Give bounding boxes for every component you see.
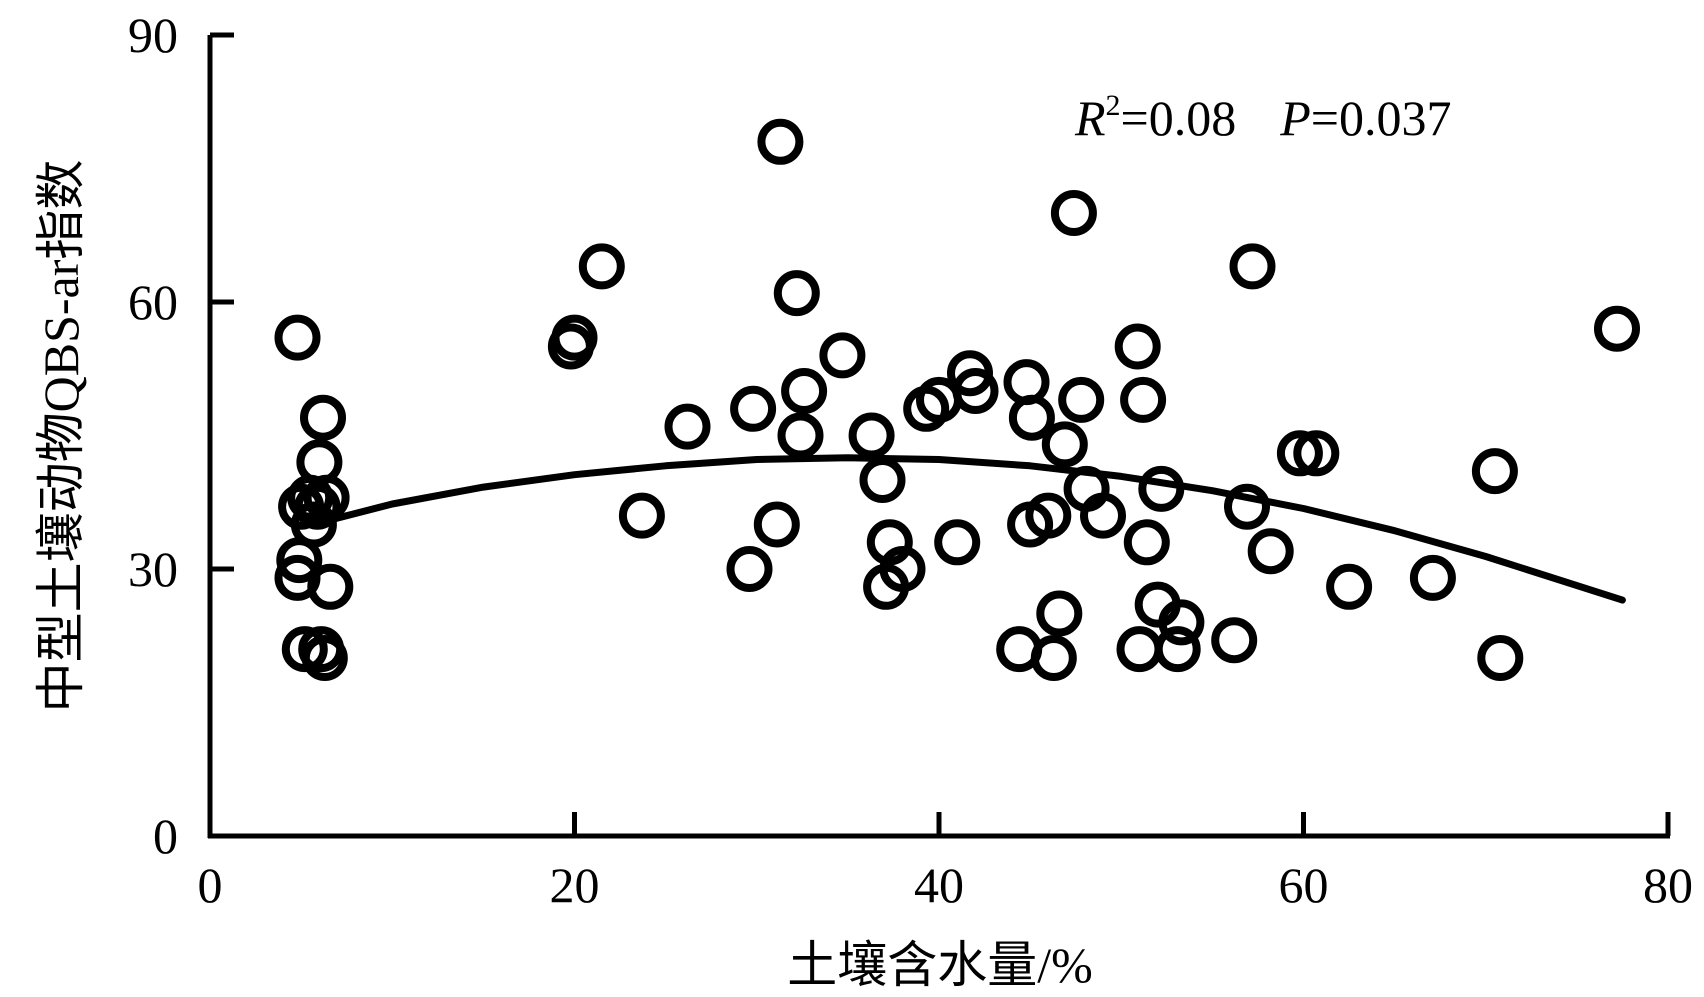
data-point: [1120, 376, 1167, 423]
p-symbol: P: [1279, 90, 1311, 146]
stats-annotation: R2=0.08 P=0.037: [1074, 89, 1452, 146]
data-point: [1114, 323, 1161, 370]
data-point: [1594, 305, 1640, 352]
x-ticks: 0 20 40 60 80: [198, 812, 1693, 913]
p-value: =0.037: [1311, 90, 1452, 146]
data-point: [1409, 554, 1456, 601]
r2-superscript: 2: [1106, 89, 1121, 122]
data-point: [1154, 626, 1201, 673]
x-axis-title: 土壤含水量/%: [787, 937, 1093, 993]
data-point: [879, 546, 926, 592]
x-tick-label: 20: [550, 857, 600, 913]
y-tick-label: 30: [128, 541, 178, 597]
data-point: [578, 243, 625, 290]
data-point: [866, 519, 913, 566]
data-point: [777, 412, 824, 459]
data-point: [934, 519, 981, 566]
data-point: [757, 118, 804, 165]
data-point: [1116, 626, 1163, 673]
data-point: [551, 314, 598, 361]
y-ticks: 0 30 60 90: [128, 7, 234, 864]
data-point: [307, 563, 354, 610]
data-point: [773, 270, 820, 317]
data-point: [819, 332, 866, 379]
x-tick-label: 0: [198, 857, 223, 913]
r2-symbol: R: [1074, 90, 1106, 146]
data-point: [1008, 394, 1055, 441]
data-points: [274, 118, 1640, 681]
data-point: [1293, 430, 1340, 477]
data-point: [1036, 590, 1083, 637]
data-point: [1247, 528, 1294, 575]
data-point: [1025, 492, 1072, 539]
data-point: [618, 492, 665, 539]
plot-area: 0 30 60 90 0 20 40 60 80: [128, 7, 1693, 913]
y-axis-title: 中型土壤动物QBS-ar指数: [33, 160, 89, 713]
data-point: [1041, 421, 1088, 468]
data-point: [1080, 492, 1126, 539]
data-point: [290, 501, 337, 548]
x-tick-label: 60: [1279, 857, 1329, 913]
data-point: [303, 474, 350, 521]
data-point: [296, 439, 343, 486]
y-tick-label: 0: [153, 808, 178, 864]
y-tick-label: 90: [128, 7, 178, 63]
data-point: [1123, 519, 1170, 566]
data-point: [274, 314, 321, 361]
data-point: [298, 626, 345, 673]
fit-curve: [315, 454, 1626, 604]
x-tick-label: 40: [914, 857, 964, 913]
data-point: [1030, 635, 1077, 681]
data-point: [859, 457, 906, 503]
data-point: [753, 501, 800, 548]
data-point: [1050, 190, 1097, 236]
data-point: [294, 483, 341, 530]
data-point: [952, 368, 999, 414]
data-point: [1471, 448, 1518, 495]
data-point: [1224, 483, 1270, 530]
data-point: [730, 385, 777, 432]
data-point: [1326, 563, 1373, 610]
data-point: [1058, 376, 1105, 423]
data-point: [664, 403, 711, 450]
data-point: [1211, 617, 1258, 664]
y-tick-label: 60: [128, 274, 178, 330]
data-point: [1158, 599, 1205, 646]
x-tick-label: 80: [1643, 857, 1693, 913]
data-point: [1138, 465, 1185, 512]
data-point: [1477, 635, 1524, 681]
data-point: [1229, 243, 1276, 290]
data-point: [848, 412, 895, 459]
data-point: [1276, 430, 1323, 477]
data-point: [726, 546, 773, 592]
data-point: [300, 394, 346, 441]
data-point: [781, 368, 828, 414]
r2-value: =0.08: [1121, 90, 1237, 146]
